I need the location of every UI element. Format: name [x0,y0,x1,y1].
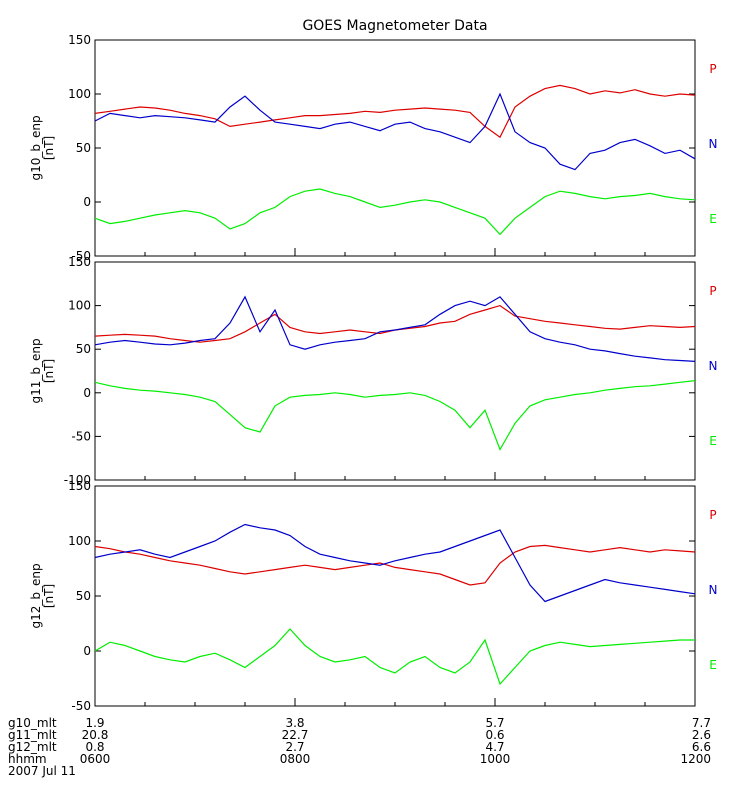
footer-row-1-value: 3.8 [285,716,304,730]
chart-title: GOES Magnetometer Data [302,18,487,34]
panel-2-ytick-label: 150 [68,255,91,269]
footer-row-4-label: hhmm [8,752,47,766]
footer-date: 2007 Jul 11 [8,764,76,778]
panel-2-series-n [94,295,696,362]
panel-2-series-p [94,304,696,343]
panel-3-series-e [94,628,695,686]
panel-2-ylabel: g11_b_enp [29,338,43,403]
panel-3-legend-n: N [709,583,718,597]
footer-row-3-value: 2.7 [285,740,304,754]
panel-2-ytick-label: 100 [68,299,91,313]
footer-row-3-value: 6.6 [692,740,711,754]
panel-1-ytick-label: 100 [68,87,91,101]
panel-3-legend-e: E [709,658,717,672]
panel-3-ytick-label: 100 [68,534,91,548]
footer-row-4-value: 0600 [80,752,111,766]
panel-1-series-n [94,92,696,171]
panel-1-series-p [94,84,696,139]
footer-row-2-value: 0.6 [485,728,504,742]
footer-row-4-value: 1200 [680,752,711,766]
panel-3-ytick-label: -50 [71,699,91,713]
panel-1-legend-p: P [709,62,716,76]
panel-1-legend-n: N [709,137,718,151]
footer-row-2-value: 22.7 [282,728,309,742]
panel-2-ytick-label: -50 [71,429,91,443]
panel-2-legend-p: P [709,284,716,298]
panel-1-legend-e: E [709,212,717,226]
footer-row-4-value: 1000 [480,752,511,766]
panel-1-ylabel: g10_b_enp [29,115,43,180]
panel-1-frame [94,39,696,257]
panel-1-ytick-label: 150 [68,33,91,47]
panel-1-series-e [94,188,696,236]
footer-row-2-label: g11_mlt [8,728,57,742]
panel-2-legend-n: N [709,359,718,373]
footer-row-3-value: 4.7 [485,740,504,754]
footer-row-4-value: 0800 [280,752,311,766]
footer-row-1-value: 7.7 [692,716,711,730]
panel-3-ytick-label: 0 [83,644,91,658]
footer-row-1-value: 5.7 [485,716,504,730]
panel-1-ytick-label: 50 [76,141,91,155]
panel-2-ytick-label: -100 [64,473,91,487]
panel-1-ytick-label: 0 [83,195,91,209]
panel-3-ytick-label: 50 [76,589,91,603]
footer-row-2-value: 20.8 [82,728,109,742]
footer-row-2-value: 2.6 [692,728,711,742]
panel-2-units: [nT] [42,359,56,383]
panel-2-series-e [94,380,696,451]
panel-3-ytick-label: 150 [68,479,91,493]
panel-3-ylabel: g12_b_enp [29,563,43,628]
panel-2-legend-e: E [709,434,717,448]
panel-3-series-p [94,544,696,586]
panel-3-legend-p: P [709,508,716,522]
panel-2-frame [94,261,696,481]
panel-2-ytick-label: 0 [83,386,91,400]
footer-row-3-label: g12_mlt [8,740,57,754]
footer-row-3-value: 0.8 [85,740,104,754]
footer-row-1-label: g10_mlt [8,716,57,730]
panel-3-series-n [94,523,696,603]
panel-3-units: [nT] [42,584,56,608]
panel-1-units: [nT] [42,136,56,160]
panel-1-ytick-label: -50 [71,249,91,263]
footer-row-1-value: 1.9 [85,716,104,730]
panel-2-ytick-label: 50 [76,342,91,356]
